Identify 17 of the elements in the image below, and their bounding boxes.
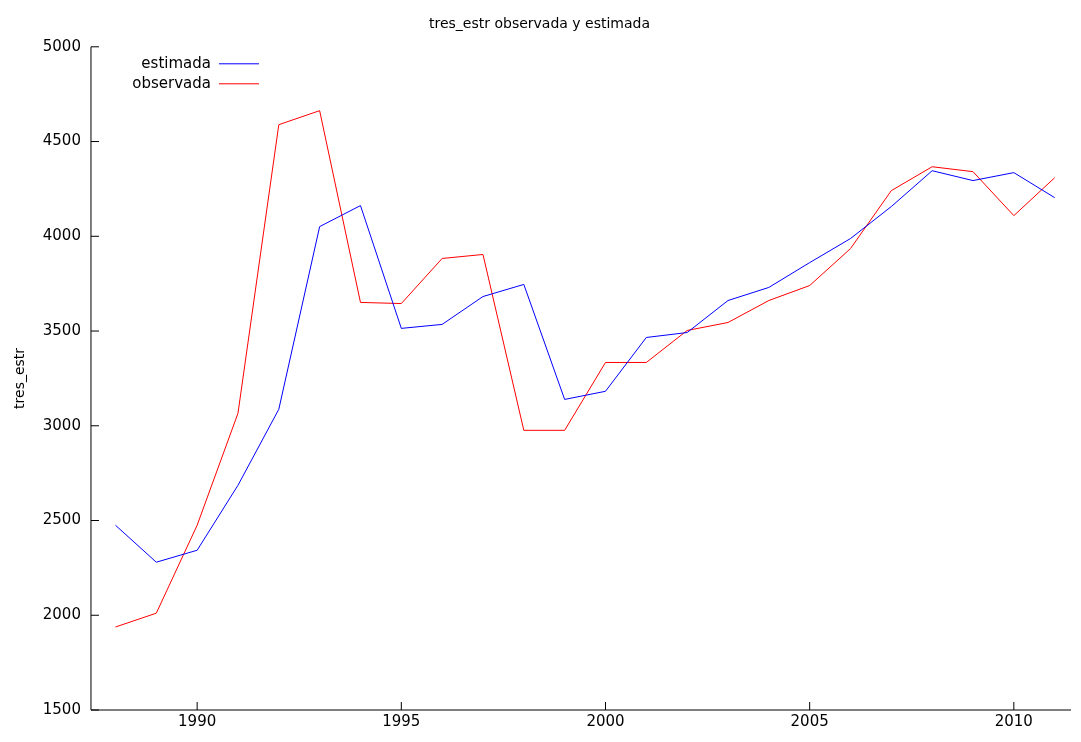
legend-label: estimada [141, 53, 211, 72]
x-tick-label: 1990 [178, 711, 217, 730]
y-tick-label: 4000 [42, 226, 81, 245]
x-tick-label: 2005 [790, 711, 829, 730]
y-tick-label: 3000 [42, 415, 81, 434]
x-tick-label: 2000 [586, 711, 625, 730]
y-axis-title: tres_estr [11, 347, 28, 409]
y-tick-label: 2000 [42, 605, 81, 624]
x-tick-label: 2010 [994, 711, 1033, 730]
y-tick-label: 4500 [42, 131, 81, 150]
y-tick-label: 2500 [42, 510, 81, 529]
x-tick-label: 1995 [382, 711, 421, 730]
y-tick-label: 3500 [42, 320, 81, 339]
y-tick-label: 5000 [42, 36, 81, 55]
y-tick-label: 1500 [42, 699, 81, 718]
chart-title: tres_estr observada y estimada [428, 15, 651, 32]
legend-label: observada [132, 73, 211, 92]
